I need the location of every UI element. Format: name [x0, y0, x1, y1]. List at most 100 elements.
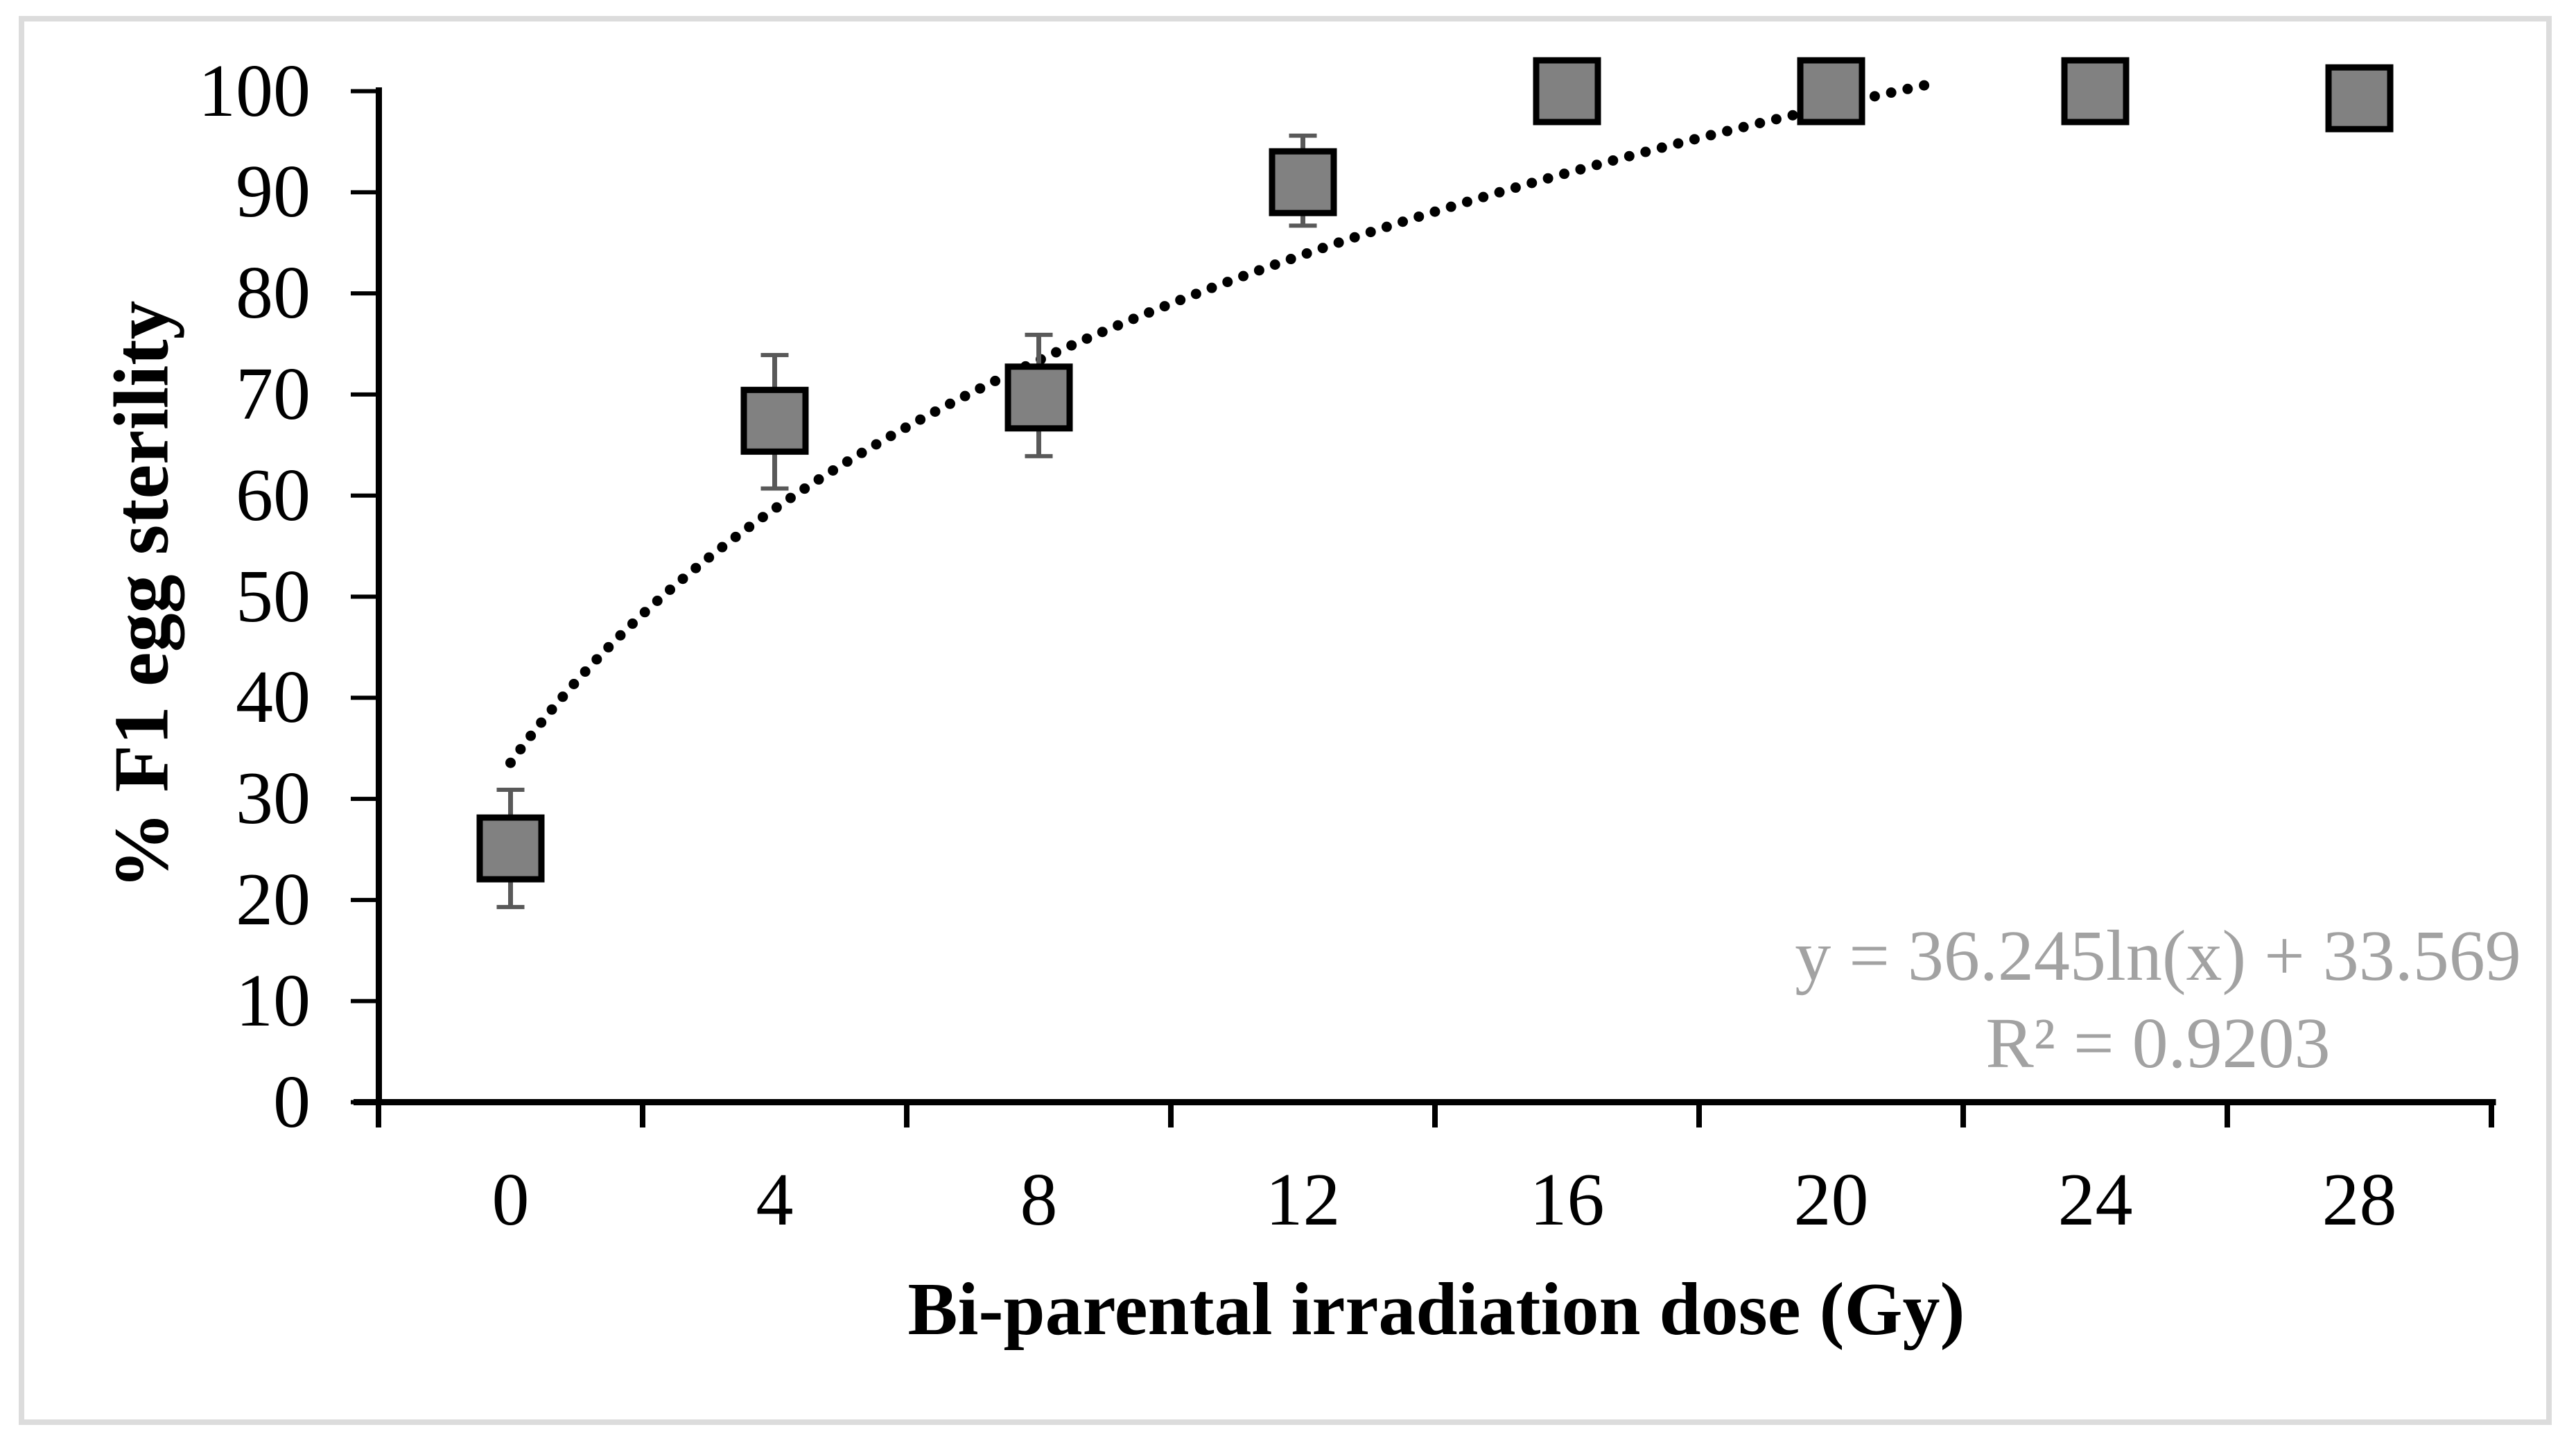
x-axis-tick-label: 16: [1529, 1159, 1605, 1241]
trendline-dot: [615, 630, 626, 641]
x-axis-tick: [2489, 1105, 2494, 1127]
trendline-dot: [1222, 277, 1233, 288]
y-axis-tick: [351, 695, 376, 700]
trendline-dot: [639, 607, 650, 618]
trendline-dot: [1770, 114, 1782, 125]
y-axis-tick-label: 70: [236, 352, 311, 435]
y-axis-tick: [351, 897, 376, 902]
trendline-dot: [1738, 121, 1749, 132]
trendline-dot: [568, 679, 580, 690]
trendline-dot: [717, 542, 728, 553]
trendline-dot: [1398, 216, 1409, 227]
y-axis-tick: [351, 797, 376, 802]
x-axis-tick: [1432, 1105, 1438, 1127]
trendline-dot: [871, 439, 882, 450]
trendline-dot: [1253, 265, 1264, 276]
trendline-dot: [1542, 173, 1554, 184]
trendline-dot: [1445, 201, 1456, 212]
y-axis-tick: [351, 190, 376, 195]
data-point-marker: [1269, 148, 1337, 216]
trendline-dot: [828, 465, 839, 476]
x-axis-title: Bi-parental irradiation dose (Gy): [907, 1268, 1965, 1351]
data-point-marker: [476, 814, 545, 883]
trendline-dot: [1526, 178, 1538, 189]
trendline-dot: [959, 390, 971, 401]
y-axis-tick-label: 60: [236, 453, 311, 537]
trendline-annotation: y = 36.245ln(x) + 33.569 R² = 0.9203: [1795, 913, 2521, 1087]
trendline-r-squared: R² = 0.9203: [1985, 1003, 2331, 1083]
data-point-marker: [1533, 57, 1601, 126]
trendline-dot: [856, 447, 867, 458]
trendline-dot: [757, 512, 768, 523]
trendline-dot: [915, 414, 926, 425]
trendline-dot: [1558, 168, 1569, 180]
trendline-dot: [1413, 211, 1425, 222]
data-point-marker: [740, 386, 809, 455]
trendline-dot: [1624, 150, 1635, 162]
trendline-dot: [1673, 138, 1684, 149]
data-point-marker: [2061, 57, 2130, 126]
trendline-dot: [1066, 340, 1077, 351]
trendline-dot: [944, 398, 955, 409]
trendline-dot: [1365, 227, 1376, 238]
y-axis-tick-label: 50: [236, 555, 311, 638]
trendline-equation: y = 36.245ln(x) + 33.569: [1795, 916, 2521, 996]
trendline-dot: [813, 474, 824, 485]
data-point-marker: [2325, 64, 2394, 132]
trendline-dot: [704, 552, 715, 563]
x-axis-tick-label: 20: [1793, 1159, 1869, 1241]
y-axis-tick: [351, 594, 376, 599]
trendline-dot: [744, 521, 755, 533]
error-bar-cap-bottom: [1289, 223, 1317, 228]
y-axis-tick-label: 90: [236, 150, 311, 234]
trendline-dot: [591, 654, 602, 665]
trendline-dot: [1113, 320, 1124, 331]
trendline-dot: [785, 492, 796, 503]
x-axis-tick-label: 12: [1265, 1159, 1341, 1241]
x-axis-tick-label: 4: [756, 1159, 794, 1241]
trendline-dot: [1238, 270, 1249, 282]
x-axis-tick-label: 0: [491, 1159, 530, 1241]
trendline-dot: [1787, 110, 1798, 121]
trendline-dot: [536, 717, 547, 728]
trendline-dot: [1175, 295, 1186, 306]
error-bar-cap-top: [496, 787, 525, 792]
trendline-dot: [1381, 221, 1392, 232]
trendline-dot: [1128, 313, 1139, 325]
x-axis-line: [354, 1099, 2496, 1105]
trendline-dot: [1206, 282, 1217, 293]
trendline-dot: [885, 431, 896, 442]
data-point-marker: [1797, 57, 1865, 126]
trendline-dot: [1051, 347, 1062, 358]
y-axis-tick-label: 10: [236, 959, 311, 1042]
y-axis-tick: [351, 392, 376, 397]
error-bar-cap-top: [760, 353, 789, 358]
y-axis-tick-label: 40: [236, 656, 311, 739]
error-bar-cap-top: [1025, 332, 1053, 337]
error-bar-cap-top: [1289, 133, 1317, 138]
trendline-dot: [1902, 83, 1913, 94]
y-axis-tick: [351, 89, 376, 94]
y-axis-line: [376, 87, 382, 1105]
y-axis-tick: [351, 291, 376, 296]
trendline-dot: [730, 531, 741, 542]
y-axis-tick: [351, 1100, 376, 1105]
trendline-dot: [1755, 118, 1766, 129]
trendline-dot: [652, 595, 663, 606]
x-axis-tick: [376, 1105, 381, 1127]
trendline-dot: [627, 618, 638, 629]
trendline-dot: [1640, 146, 1651, 157]
trendline-dot: [665, 584, 676, 595]
x-axis-tick: [1696, 1105, 1702, 1127]
trendline-dot: [1190, 288, 1201, 300]
trendline-dot: [1269, 259, 1280, 270]
x-axis-tick-label: 28: [2322, 1159, 2397, 1241]
x-axis-tick-label: 8: [1020, 1159, 1058, 1241]
trendline-dot: [690, 562, 702, 573]
trendline-dot: [1081, 333, 1093, 344]
y-axis-tick: [351, 493, 376, 498]
trendline-dot: [603, 641, 614, 652]
trendline-dot: [1705, 130, 1716, 141]
